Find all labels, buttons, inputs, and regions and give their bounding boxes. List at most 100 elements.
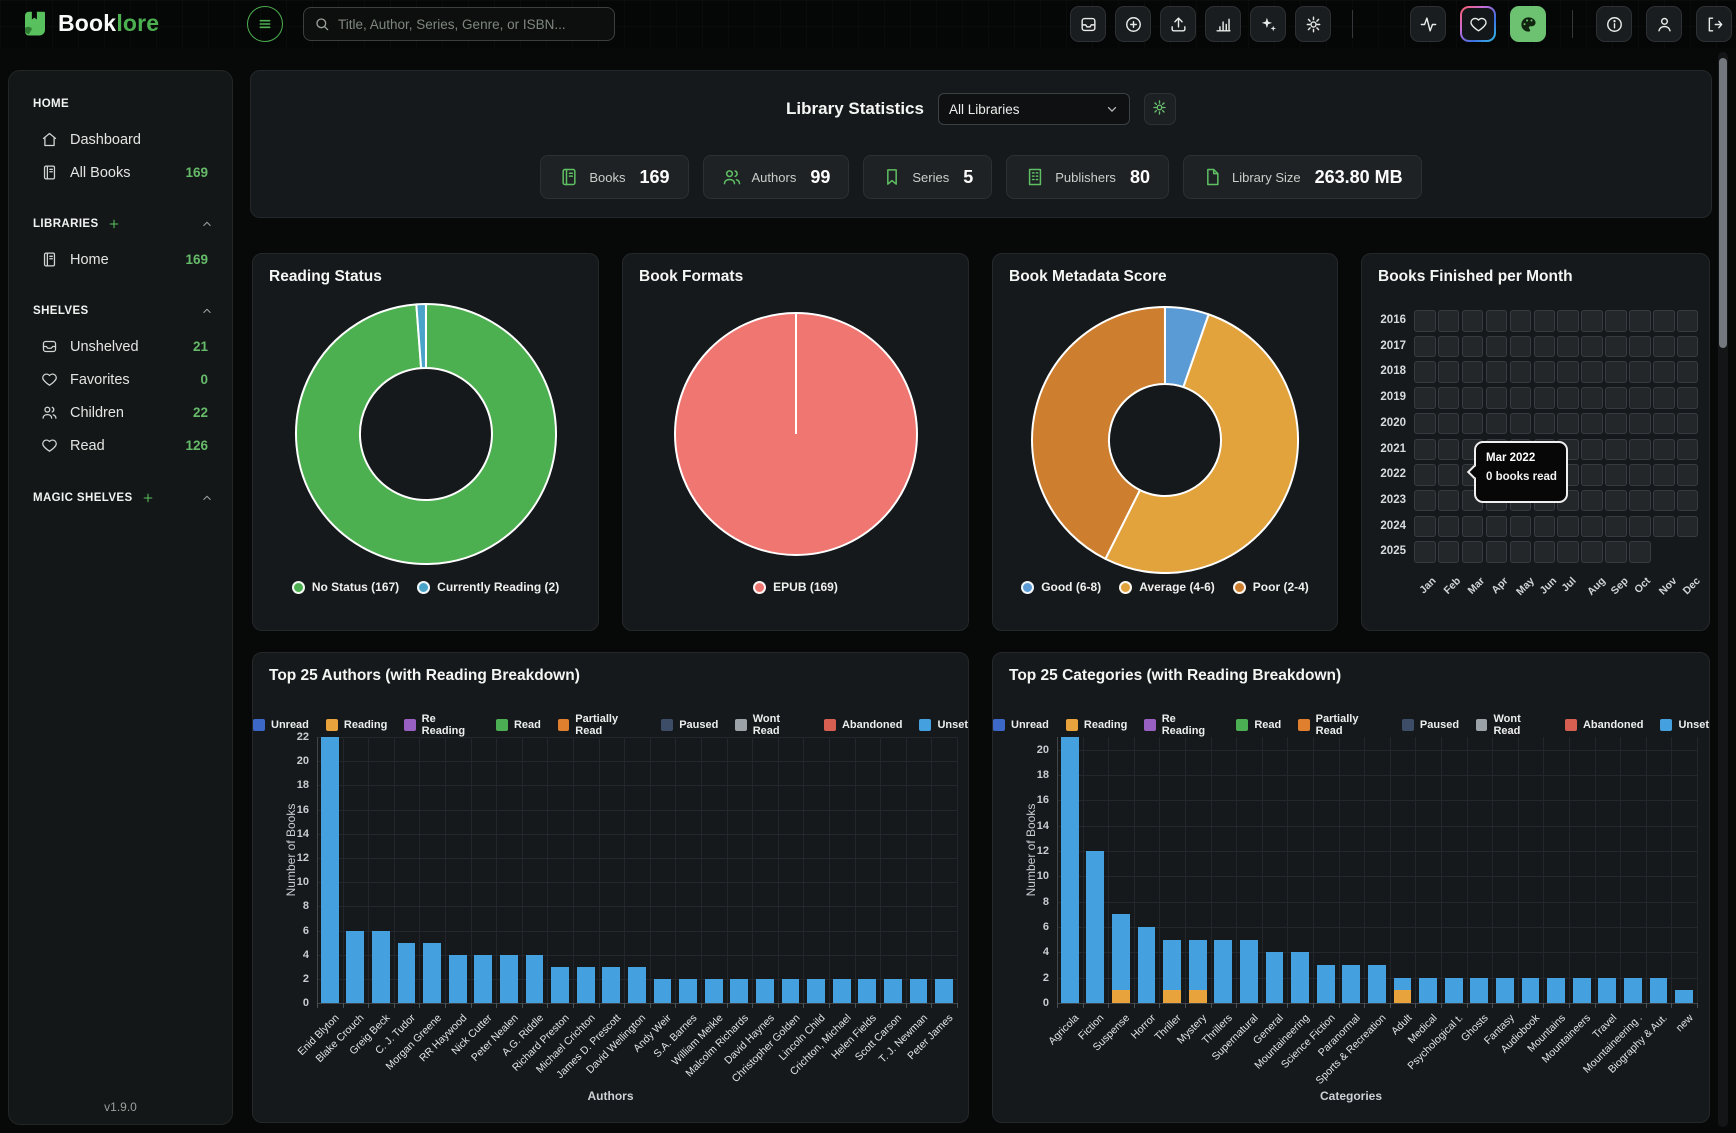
legend-item[interactable]: Currently Reading (2) bbox=[417, 580, 559, 594]
heatmap-cell[interactable] bbox=[1557, 361, 1579, 383]
bar-unset-a-g-riddle[interactable] bbox=[525, 954, 544, 1003]
tray-button[interactable] bbox=[1070, 6, 1106, 42]
heatmap-cell[interactable] bbox=[1557, 515, 1579, 538]
sidebar-item-dashboard[interactable]: Dashboard bbox=[15, 123, 226, 156]
heatmap-cell[interactable] bbox=[1629, 412, 1651, 435]
heatmap-cell[interactable] bbox=[1533, 335, 1555, 358]
bar-unset-thriller[interactable] bbox=[1163, 939, 1182, 991]
heatmap-cell[interactable] bbox=[1653, 310, 1675, 332]
heatmap-cell[interactable] bbox=[1533, 412, 1555, 435]
heatmap-cell[interactable] bbox=[1653, 335, 1675, 358]
statistics-settings-button[interactable] bbox=[1143, 93, 1176, 125]
pie-slice[interactable] bbox=[1031, 306, 1166, 560]
bar-unset-malcolm-richards[interactable] bbox=[730, 978, 749, 1003]
bar-unset-david-wellington[interactable] bbox=[628, 966, 646, 1003]
heatmap-cell[interactable] bbox=[1581, 310, 1603, 332]
bar-unset-audiobook[interactable] bbox=[1521, 977, 1540, 1003]
heatmap-cell[interactable] bbox=[1414, 489, 1436, 512]
heatmap-cell[interactable] bbox=[1437, 541, 1460, 563]
heatmap-cell[interactable] bbox=[1557, 335, 1579, 358]
heatmap-cell[interactable] bbox=[1605, 489, 1627, 512]
heatmap-cell[interactable] bbox=[1414, 310, 1436, 332]
scrollbar-thumb[interactable] bbox=[1719, 58, 1727, 348]
heatmap-cell[interactable] bbox=[1509, 387, 1532, 409]
bar-unset-medical[interactable] bbox=[1419, 977, 1438, 1003]
heatmap-cell[interactable] bbox=[1533, 387, 1555, 409]
legend-item[interactable]: EPUB (169) bbox=[753, 580, 838, 594]
bar-unset-mystery[interactable] bbox=[1188, 939, 1207, 991]
heatmap-cell[interactable] bbox=[1437, 335, 1460, 358]
legend-item-paused[interactable]: Paused bbox=[1401, 713, 1459, 737]
legend-item-wont-read[interactable]: Wont Read bbox=[735, 713, 807, 737]
heatmap-cell[interactable] bbox=[1485, 361, 1508, 383]
bar-unset-crichton-michael[interactable] bbox=[832, 978, 851, 1003]
heatmap-cell[interactable] bbox=[1414, 387, 1436, 409]
bar-unset-christopher-golden[interactable] bbox=[781, 978, 800, 1003]
sparkles-button[interactable] bbox=[1250, 6, 1286, 42]
heatmap-cell[interactable] bbox=[1605, 464, 1627, 486]
bar-unset-suspense[interactable] bbox=[1112, 914, 1130, 991]
heatmap-cell[interactable] bbox=[1437, 412, 1460, 435]
heatmap-cell[interactable] bbox=[1557, 310, 1579, 332]
heatmap-cell[interactable] bbox=[1485, 335, 1508, 358]
heatmap-cell[interactable] bbox=[1557, 541, 1579, 563]
heatmap-cell[interactable] bbox=[1485, 541, 1508, 563]
heatmap-cell[interactable] bbox=[1629, 387, 1651, 409]
legend-item-paused[interactable]: Paused bbox=[661, 713, 718, 737]
sidebar-item-unshelved[interactable]: Unshelved 21 bbox=[15, 330, 226, 363]
search-input[interactable] bbox=[338, 16, 604, 32]
heatmap-cell[interactable] bbox=[1653, 438, 1675, 460]
heatmap-cell[interactable] bbox=[1581, 387, 1603, 409]
bar-unset-peter-nealen[interactable] bbox=[500, 954, 518, 1003]
bar-unset-david-haynes[interactable] bbox=[756, 978, 774, 1003]
bar-unset-c-j-tudor[interactable] bbox=[397, 942, 416, 1003]
sidebar-item-read[interactable]: Read 126 bbox=[15, 429, 226, 462]
legend-item-unread[interactable]: Unread bbox=[253, 713, 309, 737]
bar-unset-greig-beck[interactable] bbox=[372, 930, 390, 1003]
heatmap-cell[interactable] bbox=[1653, 361, 1675, 383]
legend-item-re-reading[interactable]: Re Reading bbox=[1144, 713, 1219, 737]
sidebar-item-children[interactable]: Children 22 bbox=[15, 396, 226, 429]
heatmap-cell[interactable] bbox=[1509, 310, 1532, 332]
bar-reading-mystery[interactable] bbox=[1188, 990, 1207, 1003]
plus-circle-button[interactable] bbox=[1115, 6, 1151, 42]
bar-chart-button[interactable] bbox=[1205, 6, 1241, 42]
legend-item-wont-read[interactable]: Wont Read bbox=[1476, 713, 1548, 737]
heatmap-cell[interactable] bbox=[1581, 515, 1603, 538]
bar-unset-supernatural[interactable] bbox=[1240, 939, 1258, 1003]
heatmap-cell[interactable] bbox=[1605, 541, 1627, 563]
heatmap-cell[interactable] bbox=[1509, 412, 1532, 435]
bar-unset-william-meikle[interactable] bbox=[704, 978, 723, 1003]
legend-item-abandoned[interactable]: Abandoned bbox=[1564, 713, 1643, 737]
bar-unset-biography-aut-[interactable] bbox=[1649, 977, 1668, 1003]
heatmap-cell[interactable] bbox=[1605, 361, 1627, 383]
bar-unset-lincoln-child[interactable] bbox=[807, 978, 826, 1003]
heatmap-cell[interactable] bbox=[1461, 541, 1484, 563]
bar-unset-fiction[interactable] bbox=[1086, 851, 1105, 1003]
heatmap-cell[interactable] bbox=[1437, 387, 1460, 409]
heatmap-cell[interactable] bbox=[1509, 361, 1532, 383]
heatmap-cell[interactable] bbox=[1414, 438, 1436, 460]
upload-button[interactable] bbox=[1160, 6, 1196, 42]
heatmap-cell[interactable] bbox=[1461, 310, 1484, 332]
bar-unset-agricola[interactable] bbox=[1060, 737, 1079, 1003]
legend-item-unread[interactable]: Unread bbox=[993, 713, 1049, 737]
logout-button[interactable] bbox=[1696, 6, 1732, 42]
heatmap-cell[interactable] bbox=[1653, 387, 1675, 409]
sidebar-item-home[interactable]: Home 169 bbox=[15, 243, 226, 276]
user-button[interactable] bbox=[1646, 6, 1682, 42]
bar-reading-adult[interactable] bbox=[1393, 990, 1412, 1003]
bar-unset-s-a-barnes[interactable] bbox=[679, 978, 698, 1003]
heart-button[interactable] bbox=[1460, 6, 1496, 42]
legend-item-abandoned[interactable]: Abandoned bbox=[823, 713, 902, 737]
heatmap-cell[interactable] bbox=[1437, 489, 1460, 512]
collapse-libraries-icon[interactable] bbox=[200, 217, 214, 231]
bar-unset-travel[interactable] bbox=[1598, 977, 1617, 1003]
heatmap-cell[interactable] bbox=[1676, 515, 1699, 538]
bar-unset-mountaineering-[interactable] bbox=[1624, 977, 1642, 1003]
heatmap-cell[interactable] bbox=[1676, 438, 1699, 460]
library-filter-select[interactable]: All Libraries bbox=[937, 93, 1130, 125]
heatmap-cell[interactable] bbox=[1485, 310, 1508, 332]
heatmap-cell[interactable] bbox=[1437, 438, 1460, 460]
heatmap-cell[interactable] bbox=[1533, 310, 1555, 332]
